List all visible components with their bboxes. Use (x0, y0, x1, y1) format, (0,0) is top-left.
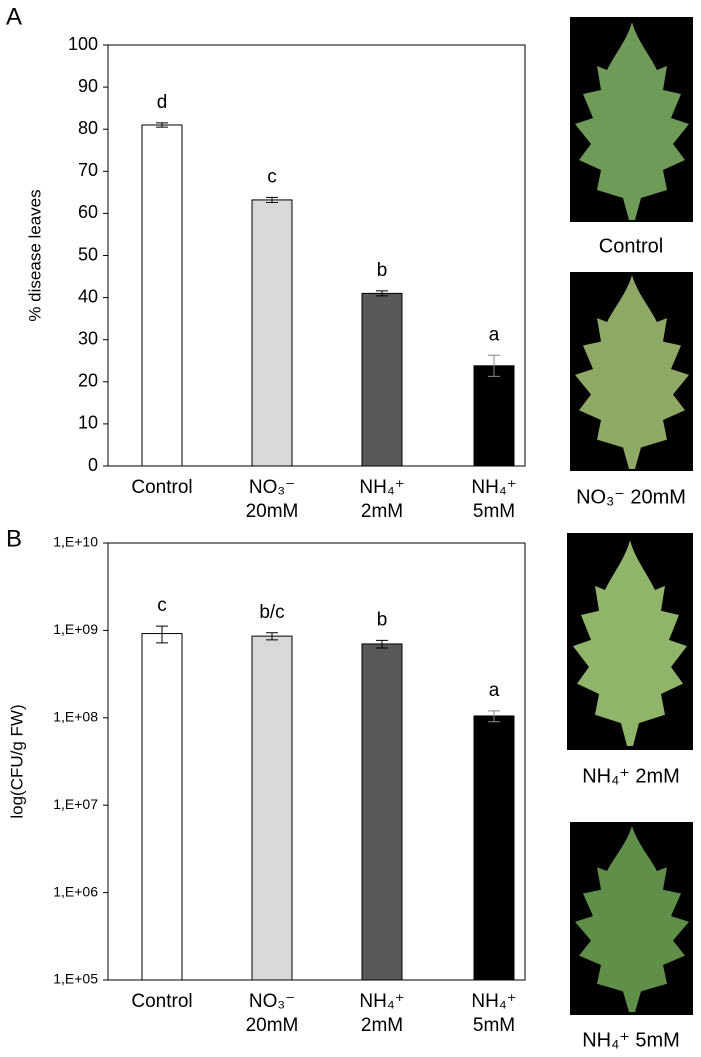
error-bar (376, 639, 388, 649)
x-tick-label: Control (131, 991, 193, 1012)
significance-letter: c (157, 595, 167, 616)
significance-letter: b/c (259, 602, 284, 623)
x-tick-label: NH₄⁺ 2mM (359, 477, 405, 522)
bar (361, 292, 403, 467)
y-tick-label: 80 (78, 118, 98, 138)
panel-label: A (6, 3, 22, 30)
y-tick-label: 1,E+08 (53, 709, 98, 725)
y-tick-label: 10 (78, 413, 98, 433)
error-bar (266, 196, 278, 203)
y-tick-label: 1,E+09 (53, 621, 98, 637)
y-tick-label: 60 (78, 202, 98, 222)
bar (251, 199, 293, 467)
y-tick-label: 1,E+06 (53, 883, 98, 899)
significance-letter: a (489, 324, 500, 345)
x-tick-label: NH₄⁺ 5mM (471, 477, 517, 522)
significance-letter: b (377, 609, 388, 630)
bar (473, 365, 515, 467)
bar (361, 643, 403, 981)
y-tick-label: 90 (78, 76, 98, 96)
significance-letter: a (489, 680, 500, 701)
error-bar (488, 710, 500, 723)
bar (141, 633, 183, 981)
x-tick-label: NH₄⁺ 2mM (359, 991, 405, 1036)
y-tick-label: 1,E+05 (53, 971, 98, 987)
photo-caption: NH₄⁺ 5mM (582, 1029, 680, 1052)
error-bar (376, 290, 388, 297)
bar (141, 124, 183, 467)
significance-letter: d (157, 92, 168, 113)
bar (251, 635, 293, 981)
y-tick-label: 0 (88, 455, 98, 475)
y-tick-label: 70 (78, 160, 98, 180)
y-tick-label: 1,E+07 (53, 796, 98, 812)
y-tick-label: 30 (78, 328, 98, 348)
leaf-photo (567, 17, 693, 1015)
y-tick-label: 20 (78, 371, 98, 391)
photo-caption: NH₄⁺ 2mM (582, 765, 680, 788)
y-axis-label: log(CFU/g FW) (7, 704, 26, 818)
y-tick-label: 50 (78, 244, 98, 264)
bar (473, 715, 515, 981)
photo-caption: NO₃⁻ 20mM (576, 486, 686, 509)
x-tick-label: NO₃⁻ 20mM (245, 991, 299, 1036)
photo-caption: Control (598, 235, 664, 258)
panel-label: B (6, 525, 22, 552)
x-tick-label: Control (131, 477, 193, 498)
plot-frame (107, 542, 526, 981)
error-bar (488, 354, 500, 377)
y-tick-label: 40 (78, 286, 98, 306)
significance-letter: c (267, 166, 277, 187)
error-bar (156, 625, 168, 644)
y-axis-label: % disease leaves (25, 189, 44, 321)
y-tick-label: 100 (68, 34, 98, 54)
error-bar (156, 122, 168, 128)
x-tick-label: NO₃⁻ 20mM (245, 477, 299, 522)
x-tick-label: NH₄⁺ 5mM (471, 991, 517, 1036)
y-tick-label: 1,E+10 (53, 534, 98, 550)
significance-letter: b (377, 260, 388, 281)
error-bar (266, 632, 278, 641)
